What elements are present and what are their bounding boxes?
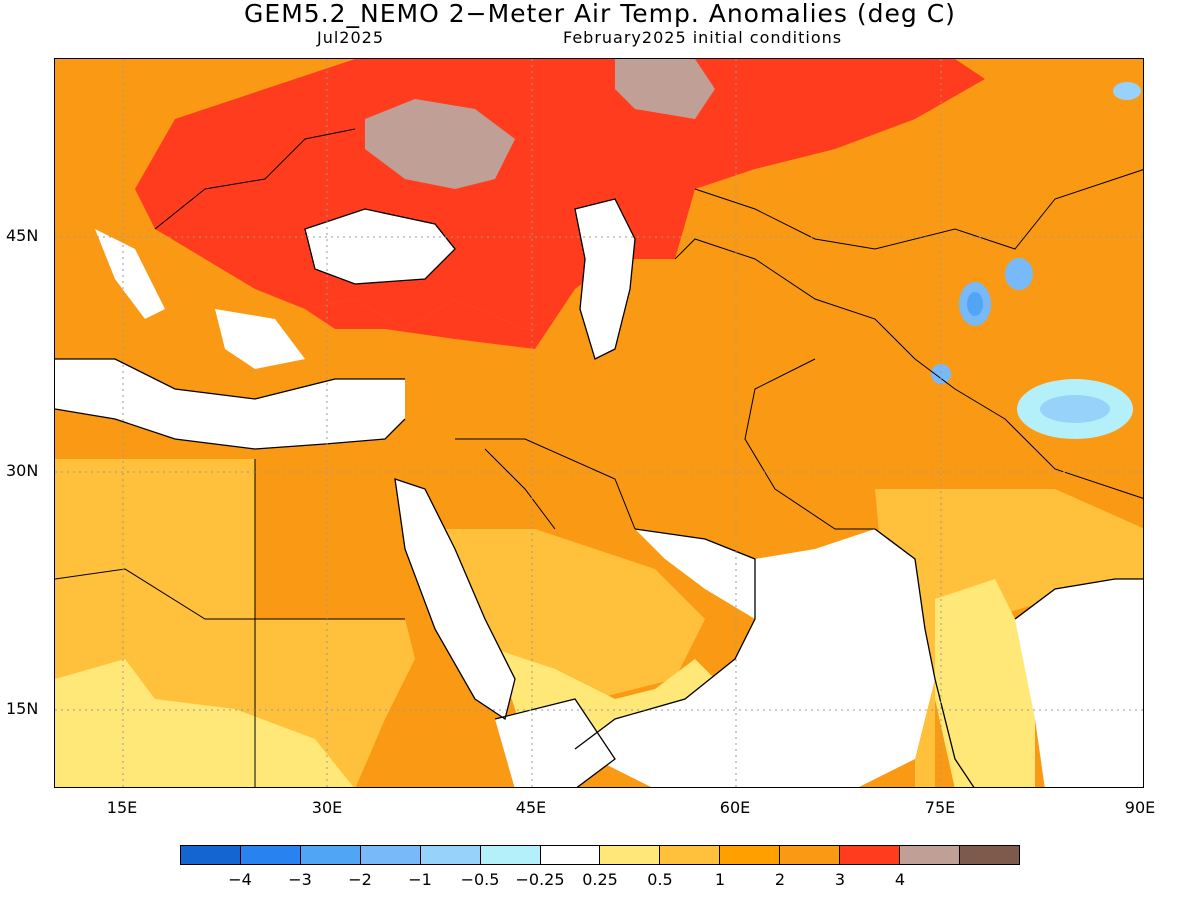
legend-swatch — [540, 846, 601, 864]
legend-label: −4 — [228, 870, 252, 889]
sea-adriatic — [95, 229, 165, 319]
map-canvas — [55, 59, 1143, 787]
legend-label: 1 — [714, 870, 726, 889]
borders — [55, 128, 1143, 787]
legend-label: 4 — [894, 870, 906, 889]
sea-arabian — [575, 529, 935, 787]
anomaly-cool-pamir — [931, 364, 951, 384]
anomaly-india-light — [875, 489, 1143, 787]
legend-label: −3 — [288, 870, 312, 889]
anomaly-anatolia-red — [305, 299, 555, 349]
legend-swatch — [360, 846, 421, 864]
lon-label-75e: 75E — [924, 798, 956, 817]
color-legend — [180, 845, 1020, 865]
coast-horn — [494, 698, 616, 787]
anomaly-russia-max — [365, 99, 515, 189]
anomaly-india-yellow — [935, 579, 1035, 787]
graticule — [55, 59, 1143, 787]
legend-swatch — [720, 846, 781, 864]
legend-swatch — [959, 846, 1019, 864]
anomaly-cool-dzungar — [1005, 258, 1033, 290]
coast-india — [874, 528, 1143, 787]
legend-swatch — [660, 846, 721, 864]
legend-label: 0.5 — [647, 870, 673, 889]
lat-label-45n: 45N — [6, 226, 39, 245]
anomaly-cool-tibet-core — [1040, 395, 1110, 423]
legend-swatch — [600, 846, 661, 864]
coast-red-sea — [394, 478, 516, 721]
legend-swatch — [240, 846, 301, 864]
sea-aegean — [215, 309, 305, 369]
lon-label-45e: 45E — [515, 798, 547, 817]
lon-label-90e: 90E — [1124, 798, 1156, 817]
coast-caspian — [574, 198, 636, 360]
legend-label: 3 — [834, 870, 846, 889]
anomaly-siberia-max — [615, 59, 715, 119]
legend-swatch — [780, 846, 841, 864]
coast-arabia-east — [574, 528, 756, 750]
anomaly-map — [54, 58, 1144, 788]
lon-label-15e: 15E — [106, 798, 138, 817]
chart-title: GEM5.2_NEMO 2−Meter Air Temp. Anomalies … — [244, 0, 956, 28]
legend-label: −1 — [408, 870, 432, 889]
legend-swatch — [420, 846, 481, 864]
sea-caspian — [575, 199, 635, 359]
legend-swatch — [300, 846, 361, 864]
legend-swatch — [900, 846, 960, 864]
coast-black-sea — [304, 208, 456, 285]
initial-conditions: February2025 initial conditions — [563, 28, 843, 47]
sea-red — [395, 479, 515, 719]
legend-label: 0.25 — [582, 870, 618, 889]
anomaly-arabia-light — [405, 529, 705, 699]
legend-label: −0.25 — [515, 870, 565, 889]
legend-swatch — [480, 846, 541, 864]
legend-swatch — [181, 846, 241, 864]
sea-black — [305, 209, 455, 284]
sea-bay-bengal — [1015, 579, 1143, 787]
coastlines — [55, 198, 1143, 787]
anomaly-cool-mongolia — [1113, 82, 1141, 100]
legend-label: −2 — [348, 870, 372, 889]
coast-mediterranean — [55, 358, 406, 450]
lat-label-15n: 15N — [6, 699, 39, 718]
lon-label-60e: 60E — [719, 798, 751, 817]
legend-swatch — [840, 846, 901, 864]
sea-mediterranean — [55, 359, 405, 449]
valid-month: Jul2025 — [317, 28, 385, 47]
lat-label-30n: 30N — [6, 461, 39, 480]
legend-label: 2 — [774, 870, 786, 889]
legend-label: −0.5 — [460, 870, 500, 889]
anomaly-cool-tianshan-core — [967, 292, 983, 316]
sea-gulf-aden — [495, 699, 615, 787]
anomaly-africa-yellow — [55, 659, 354, 787]
lon-label-30e: 30E — [311, 798, 343, 817]
